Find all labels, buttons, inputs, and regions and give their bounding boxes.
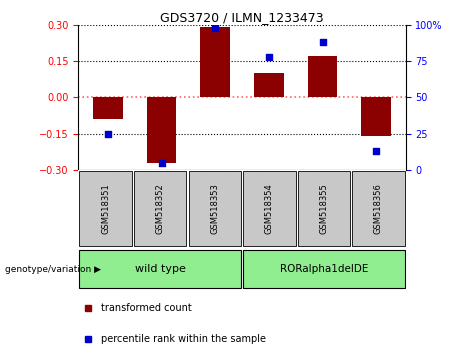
FancyBboxPatch shape <box>352 171 405 246</box>
Point <box>372 148 380 154</box>
FancyBboxPatch shape <box>134 171 186 246</box>
Text: GSM518355: GSM518355 <box>319 183 328 234</box>
Point <box>104 131 112 136</box>
Bar <box>93 97 123 119</box>
Text: GSM518356: GSM518356 <box>374 183 383 234</box>
Text: wild type: wild type <box>135 264 186 274</box>
FancyBboxPatch shape <box>298 171 350 246</box>
Text: GSM518353: GSM518353 <box>210 183 219 234</box>
Point <box>319 39 326 45</box>
Title: GDS3720 / ILMN_1233473: GDS3720 / ILMN_1233473 <box>160 11 324 24</box>
Text: genotype/variation ▶: genotype/variation ▶ <box>5 264 100 274</box>
Point <box>158 160 165 165</box>
FancyBboxPatch shape <box>79 171 132 246</box>
FancyBboxPatch shape <box>79 250 242 288</box>
Bar <box>361 97 391 136</box>
Bar <box>147 97 176 162</box>
Bar <box>308 56 337 97</box>
Text: transformed count: transformed count <box>101 303 192 313</box>
FancyBboxPatch shape <box>243 171 296 246</box>
FancyBboxPatch shape <box>189 171 241 246</box>
Text: percentile rank within the sample: percentile rank within the sample <box>101 334 266 344</box>
FancyBboxPatch shape <box>242 250 405 288</box>
Point <box>212 25 219 30</box>
Text: GSM518351: GSM518351 <box>101 183 110 234</box>
Text: RORalpha1delDE: RORalpha1delDE <box>280 264 368 274</box>
Text: GSM518352: GSM518352 <box>156 183 165 234</box>
Point <box>265 54 272 59</box>
Text: GSM518354: GSM518354 <box>265 183 274 234</box>
Bar <box>201 27 230 97</box>
Bar <box>254 73 284 97</box>
